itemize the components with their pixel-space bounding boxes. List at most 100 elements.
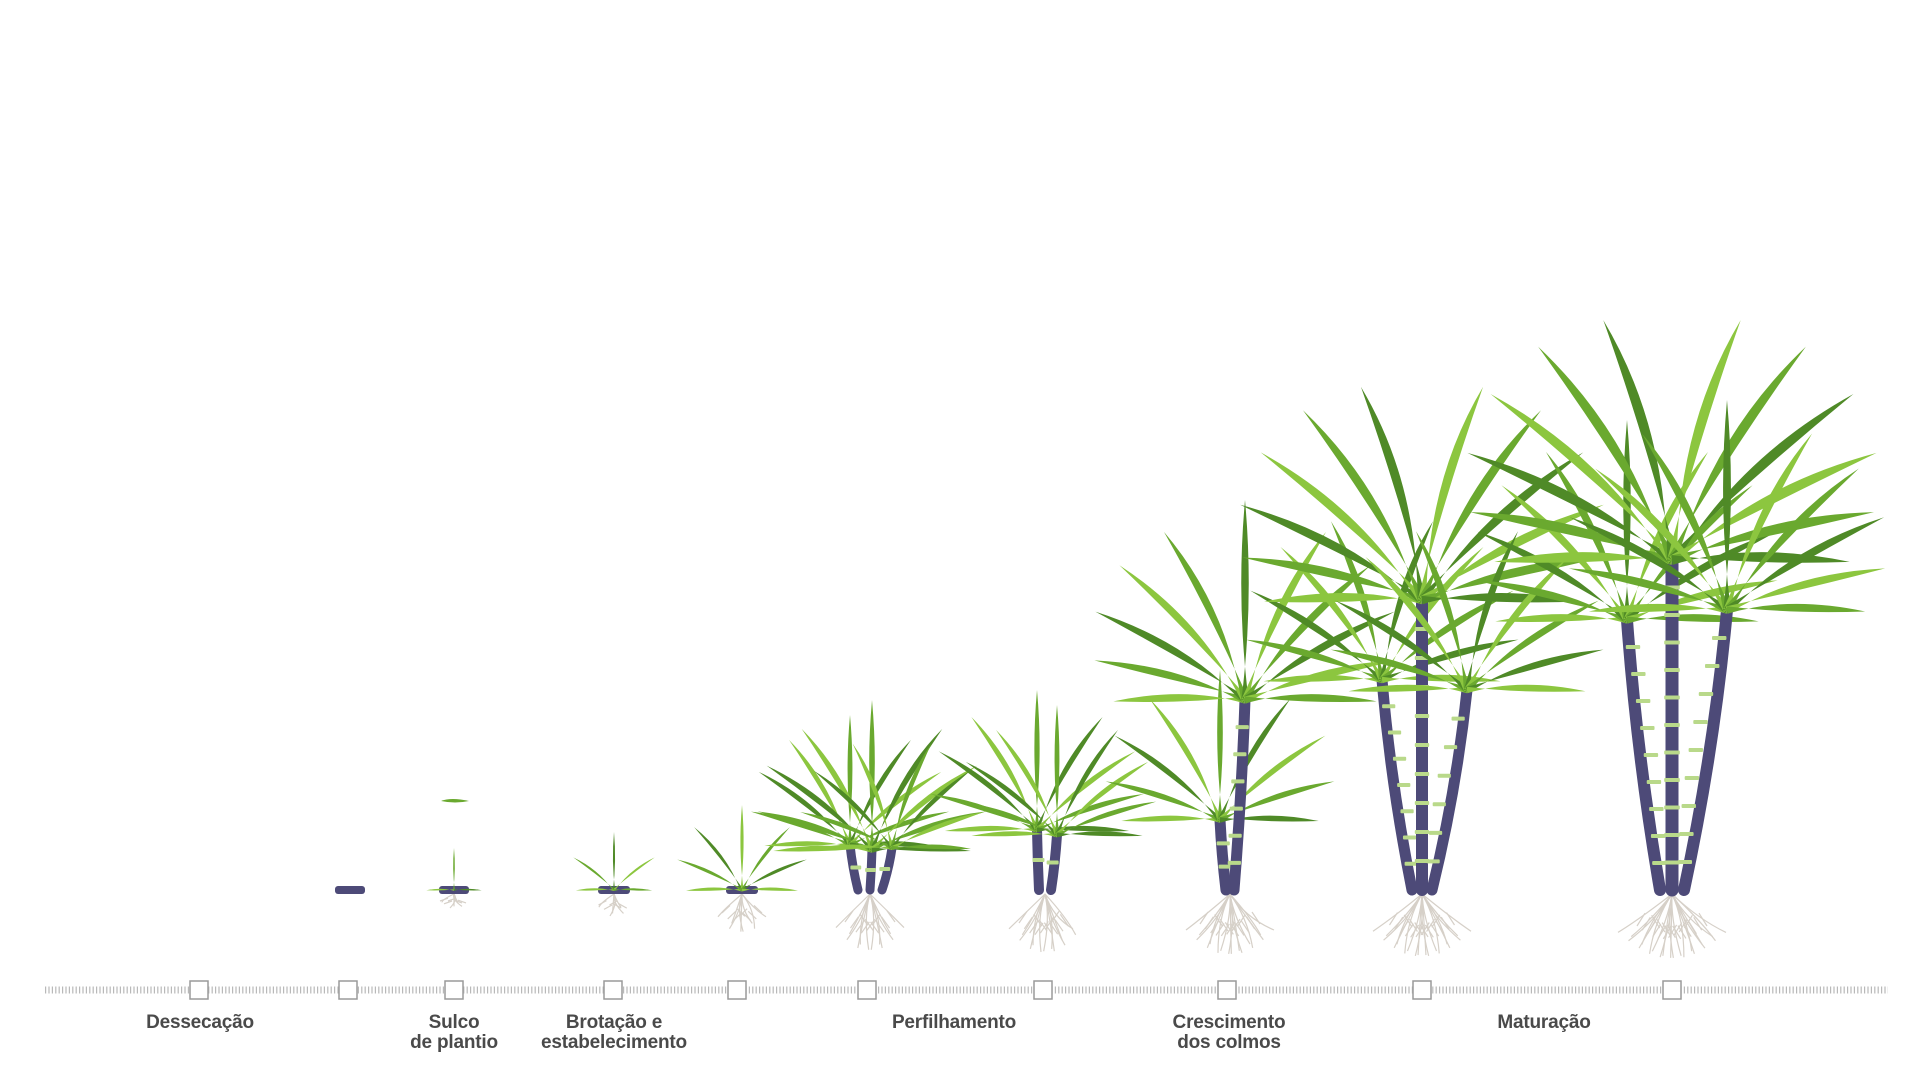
stage-label-line: dos colmos <box>1177 1032 1281 1053</box>
stage-label-line: Sulco <box>428 1012 480 1033</box>
stalk <box>1677 604 1733 896</box>
stage-label-line: Maturação <box>1497 1012 1591 1033</box>
leaf <box>1623 420 1631 620</box>
roots-icon <box>1185 893 1275 954</box>
leaf <box>1463 531 1519 691</box>
stalk-node <box>1233 752 1247 757</box>
stage-label-maturacao: Maturação <box>1497 1013 1590 1033</box>
leaf <box>575 888 615 892</box>
leaf <box>740 827 790 891</box>
roots-icon <box>717 893 767 932</box>
timeline-marker <box>727 980 747 1000</box>
leaf <box>1415 531 1471 691</box>
leaf <box>1464 556 1569 692</box>
timeline-markers <box>189 980 1682 1000</box>
sugarcane-plant-icon <box>930 690 1157 953</box>
stalk-node <box>1235 725 1249 730</box>
leaf <box>1121 815 1221 823</box>
leaf <box>1263 674 1383 684</box>
leaf <box>1054 730 1118 836</box>
sugarcane-plant-icon <box>1094 500 1396 954</box>
leaf <box>891 844 971 851</box>
leaf <box>1667 320 1741 561</box>
stalk-node <box>1428 830 1443 835</box>
plants-layer <box>335 320 1886 959</box>
stalk <box>1376 674 1418 896</box>
leaf <box>764 841 851 848</box>
stage-label-line: Crescimento <box>1172 1012 1286 1033</box>
leaf <box>869 728 943 851</box>
stalk-node <box>1688 748 1704 752</box>
stalk-node <box>1426 859 1440 864</box>
stalk-node <box>1681 804 1696 808</box>
leaf <box>1056 831 1143 838</box>
stalk-node <box>1664 778 1680 782</box>
stalk-node <box>1705 664 1720 668</box>
stalk-node <box>1218 864 1232 869</box>
leaf <box>1495 614 1628 624</box>
stalk-node <box>1646 780 1662 784</box>
leaf <box>996 730 1060 836</box>
leaf <box>944 825 1038 833</box>
stalk-node <box>1414 859 1430 863</box>
stage-label-line: Perfilhamento <box>891 1012 1017 1033</box>
leaf <box>1244 694 1377 704</box>
leaf <box>613 857 655 891</box>
stalk-node <box>1693 720 1708 724</box>
leaf <box>612 832 616 890</box>
stalk-node <box>1652 861 1667 865</box>
leaf <box>453 888 482 891</box>
stalk-node <box>1631 672 1646 676</box>
leaf <box>1595 468 1731 613</box>
leaf <box>613 888 653 892</box>
stalk-node <box>1404 861 1418 866</box>
leaf <box>1280 546 1385 682</box>
sugarcane-plant-icon <box>750 700 987 950</box>
timeline-marker <box>1217 980 1237 1000</box>
leaf <box>441 799 469 803</box>
leaf <box>1113 694 1246 704</box>
stalk <box>1664 553 1680 897</box>
leaf <box>813 844 893 851</box>
stalk <box>877 843 897 895</box>
stalk-node <box>1229 806 1243 811</box>
stalk-node <box>1664 695 1680 700</box>
stalk-node <box>1382 704 1396 709</box>
stalk <box>865 845 877 895</box>
stage-label-sulco-de-plantio: Sulco de plantio <box>410 1013 498 1053</box>
leaf <box>971 831 1058 838</box>
stalk-node <box>1643 753 1659 757</box>
roots-icon <box>1008 893 1077 953</box>
leaf <box>1724 517 1885 613</box>
stalk-node <box>1684 776 1700 780</box>
leaf <box>1365 556 1470 692</box>
roots-icon <box>1617 893 1727 959</box>
leaf <box>801 728 875 851</box>
leaf <box>1641 433 1731 612</box>
stalk-node <box>1432 802 1446 807</box>
leaf <box>1723 400 1731 610</box>
leaf <box>1163 531 1249 702</box>
stalk-node <box>1650 834 1666 838</box>
timeline-marker <box>189 980 209 1000</box>
stalk-node <box>1698 692 1714 696</box>
stalk-node <box>1227 860 1241 865</box>
timeline-marker <box>857 980 877 1000</box>
stalk-node <box>1387 730 1402 735</box>
timeline-marker <box>1033 980 1053 1000</box>
stalk-node <box>1664 750 1680 755</box>
stalk-node <box>1664 833 1680 837</box>
leaf <box>1417 386 1484 601</box>
stalk-node <box>1679 832 1694 836</box>
stalk-node <box>1032 858 1045 862</box>
leaf <box>1726 603 1866 614</box>
leaf <box>1217 670 1223 820</box>
stage-label-line: Brotação e <box>565 1012 663 1033</box>
stage-label-perfilhamento: Perfilhamento <box>892 1013 1016 1033</box>
stage-label-line: de plantio <box>410 1032 498 1053</box>
leaf <box>453 848 455 890</box>
leaf <box>573 857 615 891</box>
stalk-node <box>1664 668 1680 672</box>
stalk-node <box>1414 801 1430 805</box>
